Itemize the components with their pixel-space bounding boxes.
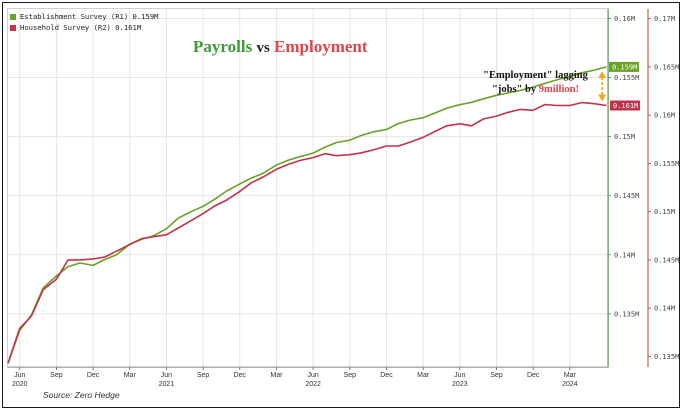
x-tick-label: Mar: [417, 372, 430, 379]
end-label-box: [609, 61, 639, 72]
title-employment: Employment: [274, 37, 368, 56]
r1-tick-label: 0.14M: [614, 251, 635, 259]
legend-swatch-red: [10, 24, 16, 31]
annotation-line1: "Employment" lagging: [483, 70, 588, 81]
x-tick-label: Sep: [490, 372, 503, 379]
annotation: "Employment" lagging "jobs" by 9million!: [468, 69, 603, 97]
r1-tick-label: 0.15M: [614, 133, 635, 141]
end-label-text: 0.161M: [613, 102, 638, 110]
legend-label: Household Survey (R2) 0.161M: [20, 23, 142, 32]
x-tick-label: Mar: [564, 372, 577, 379]
grid: [8, 9, 608, 367]
end-labels: 0.159M 0.161M: [609, 61, 640, 111]
annotation-highlight: 9million!: [538, 84, 579, 95]
x-tick-label: Dec: [234, 372, 247, 379]
r2-tick-label: 0.17M: [654, 15, 675, 23]
series-line-establishment: [7, 66, 607, 364]
x-year-label: 2020: [12, 381, 28, 388]
x-tick-label: Dec: [527, 372, 540, 379]
annotation-line2: "jobs" by 9million!: [468, 83, 603, 97]
x-year-label: 2022: [305, 381, 321, 388]
x-year-label: 2024: [562, 381, 578, 388]
legend: Establishment Survey (R1) 0.159M Househo…: [10, 11, 158, 33]
series-line-household: [7, 101, 607, 364]
r2-tick-label: 0.145M: [654, 256, 679, 264]
x-tick-label: Dec: [87, 372, 100, 379]
end-label-text: 0.159M: [612, 63, 637, 71]
x-tick-label: Jun: [161, 372, 172, 379]
end-label-box: [610, 100, 640, 111]
chart-title: Payrolls vs Employment: [193, 37, 368, 57]
legend-label: Establishment Survey (R1) 0.159M: [20, 12, 159, 21]
series-lines: [7, 66, 607, 364]
x-tick-label: Mar: [270, 372, 283, 379]
plot-area: [7, 8, 609, 368]
source-note: Source: Zero Hedge: [43, 390, 120, 400]
legend-item-household: Household Survey (R2) 0.161M: [10, 22, 158, 33]
r1-tick-label: 0.16M: [614, 15, 635, 23]
r2-tick-label: 0.16M: [654, 112, 675, 120]
title-payrolls: Payrolls: [193, 37, 253, 56]
x-tick-label: Jun: [307, 372, 318, 379]
r1-tick-label: 0.155M: [614, 74, 639, 82]
x-tick-label: Sep: [197, 372, 210, 379]
r2-tick-label: 0.15M: [654, 208, 675, 216]
legend-item-establishment: Establishment Survey (R1) 0.159M: [10, 11, 158, 22]
r2-tick-label: 0.155M: [654, 160, 679, 168]
gap-arrow: [598, 71, 607, 102]
r1-tick-label: 0.135M: [614, 310, 639, 318]
x-tick-label: Dec: [380, 372, 393, 379]
r2-tick-label: 0.135M: [654, 353, 679, 361]
annotation-line2-text: "jobs" by: [492, 84, 539, 95]
x-tick-label: Mar: [124, 372, 137, 379]
r1-tick-label: 0.145M: [614, 192, 639, 200]
x-tick-label: Sep: [344, 372, 357, 379]
x-year-label: 2023: [452, 381, 468, 388]
x-tick-label: Jun: [454, 372, 465, 379]
r2-tick-label: 0.165M: [654, 63, 679, 71]
legend-swatch-green: [10, 13, 16, 20]
x-tick-label: Jun: [14, 372, 25, 379]
gap-arrow-head-up: [598, 71, 607, 79]
x-tick-label: Sep: [50, 372, 63, 379]
x-year-label: 2021: [159, 381, 175, 388]
r2-tick-label: 0.14M: [654, 305, 675, 313]
title-vs: vs: [256, 40, 270, 56]
gap-arrow-head-down: [598, 94, 607, 102]
axes: Jun 2020 Sep Dec Mar Jun 2021 Sep Dec Mar Jun 2022 S…: [8, 9, 679, 388]
